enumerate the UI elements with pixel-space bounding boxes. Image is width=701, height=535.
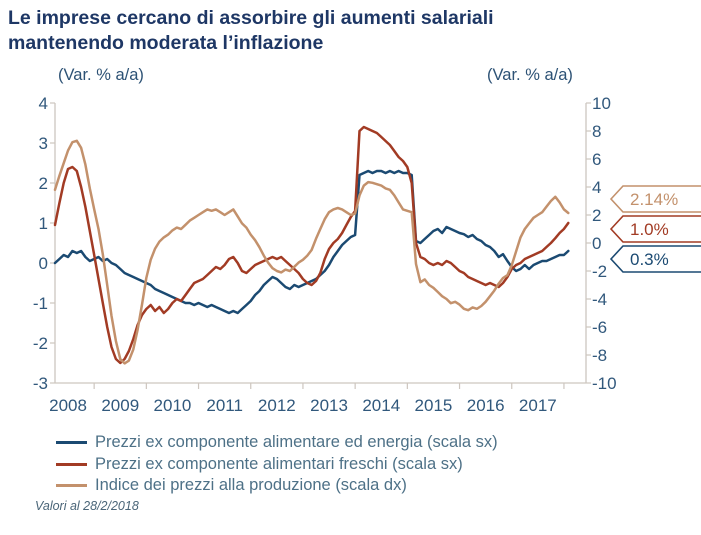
- left-axis-tick-label: -2: [33, 334, 48, 353]
- legend-label: Prezzi ex componente alimentare ed energ…: [95, 433, 498, 452]
- left-axis-tick-label: 0: [39, 254, 48, 273]
- right-axis-tick-label: -10: [592, 374, 617, 393]
- legend: Prezzi ex componente alimentare ed energ…: [56, 432, 498, 497]
- series-line-sx-prezzi-ex-componente-alimentari-freschi: [53, 125, 570, 365]
- x-axis-year-label: 2012: [258, 396, 296, 415]
- left-axis-tick-label: -3: [33, 374, 48, 393]
- title-line-1: Le imprese cercano di assorbire gli aume…: [8, 7, 494, 29]
- left-axis-unit-label: (Var. % a/a): [58, 66, 144, 84]
- left-axis-tick-label: 3: [39, 134, 48, 153]
- x-axis-year-label: 2010: [154, 396, 192, 415]
- x-axis-year-label: 2008: [49, 396, 87, 415]
- callout-value-label: 2.14%: [630, 190, 678, 209]
- legend-item: Prezzi ex componente alimentare ed energ…: [56, 432, 498, 454]
- x-axis-year-label: 2014: [362, 396, 400, 415]
- footnote: Valori al 28/2/2018: [35, 499, 139, 513]
- page-title: Le imprese cercano di assorbire gli aume…: [8, 6, 698, 56]
- right-axis-tick-label: 6: [592, 150, 601, 169]
- legend-label: Indice dei prezzi alla produzione (scala…: [95, 476, 407, 495]
- right-axis-unit-label: (Var. % a/a): [487, 66, 573, 84]
- x-axis-year-label: 2016: [467, 396, 505, 415]
- callout-tag: [609, 245, 701, 273]
- left-axis-tick-label: 4: [39, 94, 48, 113]
- right-axis-tick-label: -4: [592, 290, 607, 309]
- series-lines: [53, 125, 570, 365]
- right-axis-tick-label: 8: [592, 122, 601, 141]
- legend-item: Prezzi ex componente alimentari freschi …: [56, 454, 498, 476]
- legend-swatch-producer-prices: [56, 484, 87, 488]
- callout-value-label: 0.3%: [630, 250, 669, 269]
- left-axis-tick-label: 2: [39, 174, 48, 193]
- right-axis-tick-label: -8: [592, 346, 607, 365]
- x-axis-year-label: 2009: [101, 396, 139, 415]
- legend-label: Prezzi ex componente alimentari freschi …: [95, 454, 463, 473]
- legend-item: Indice dei prezzi alla produzione (scala…: [56, 475, 498, 497]
- right-axis-tick-label: 2: [592, 206, 601, 225]
- callout-tag: [609, 185, 701, 213]
- right-axis-tick-label: -6: [592, 318, 607, 337]
- title-line-2: mantenendo moderata l’inflazione: [8, 32, 324, 54]
- legend-swatch-ex-fresh-food: [56, 462, 87, 466]
- callout-tag: [609, 215, 701, 243]
- x-axis-year-label: 2011: [206, 396, 243, 415]
- legend-swatch-core-prices: [56, 441, 87, 445]
- right-axis-tick-label: -2: [592, 262, 607, 281]
- right-axis-tick-label: 0: [592, 234, 601, 253]
- x-axis-year-label: 2015: [415, 396, 453, 415]
- right-axis-tick-label: 10: [592, 94, 611, 113]
- left-axis-tick-label: 1: [39, 214, 48, 233]
- x-axis-year-label: 2017: [519, 396, 557, 415]
- right-axis-tick-label: 4: [592, 178, 601, 197]
- end-value-callouts: 2.14% 1.0% 0.3%: [609, 185, 701, 273]
- callout-value-label: 1.0%: [630, 220, 669, 239]
- series-line-sx-prezzi-ex-componente-alimentare-ed-energia: [53, 169, 570, 315]
- left-axis-tick-label: -1: [33, 294, 48, 313]
- series-line-dx-indice-dei-prezzi-alla-produzione: [53, 139, 570, 365]
- x-axis-year-label: 2013: [310, 396, 348, 415]
